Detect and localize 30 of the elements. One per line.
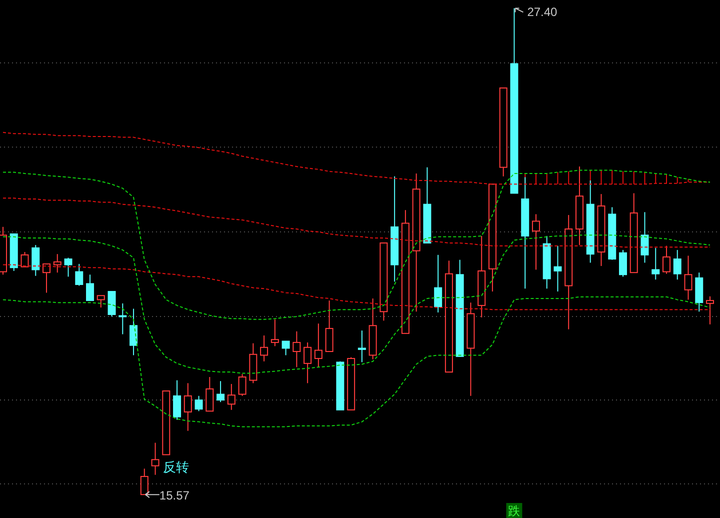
candlestick: [532, 214, 540, 270]
candlestick: [554, 245, 562, 292]
candlestick: [597, 194, 606, 266]
candlestick: [368, 298, 377, 360]
annotation: 15.57: [159, 488, 190, 503]
candlestick: [684, 255, 692, 300]
candlestick: [412, 172, 420, 312]
candlestick: [390, 176, 399, 282]
candlestick: [466, 302, 475, 396]
candlestick: [151, 442, 160, 476]
candlestick: [130, 308, 138, 356]
candlestick: [542, 235, 551, 290]
candlestick: [662, 245, 670, 274]
candlestick: [640, 212, 649, 264]
candlestick: [292, 330, 301, 368]
candlestick: [304, 342, 312, 384]
annotation: 反转: [163, 460, 190, 476]
candlestick: [227, 383, 236, 410]
candlestick: [478, 235, 486, 318]
annotation: 27.40: [527, 5, 558, 20]
candlestick: [434, 254, 442, 313]
annotation: 跌: [508, 504, 520, 518]
candlestick: [53, 254, 62, 274]
candlestick: [564, 214, 573, 330]
candlestick: [184, 382, 192, 432]
candlestick: [575, 166, 584, 246]
candlestick: [118, 302, 127, 335]
candlestick: [358, 330, 366, 363]
candlestick: [260, 334, 268, 362]
candlestick: [695, 272, 704, 312]
